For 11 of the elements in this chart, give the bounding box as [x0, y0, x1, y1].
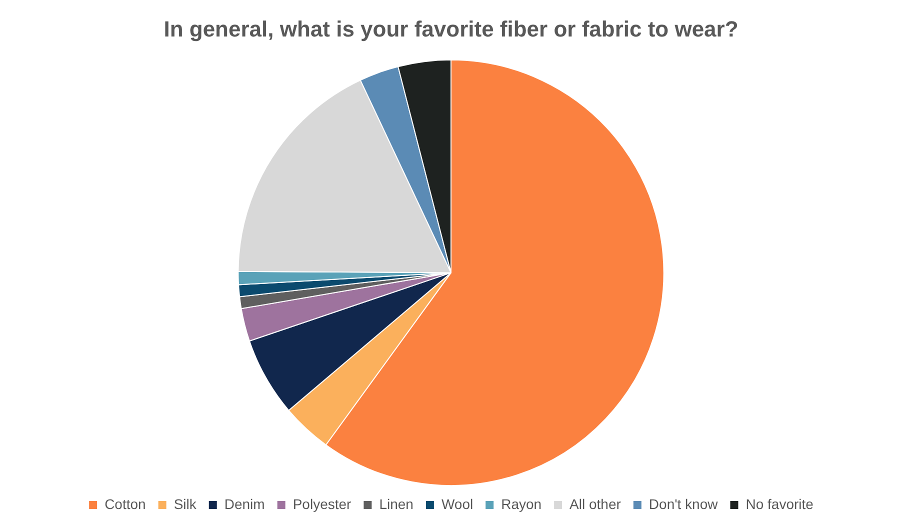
legend-label: Wool — [441, 496, 474, 512]
legend-label: Don't know — [648, 496, 719, 512]
legend-label: Cotton — [104, 496, 146, 512]
chart-title: In general, what is your favorite fiber or fabric to wear? — [164, 16, 738, 42]
legend-label: No favorite — [746, 496, 814, 512]
legend-label: Polyester — [292, 496, 352, 512]
legend-label: Linen — [379, 496, 414, 512]
legend-label: All other — [570, 496, 622, 512]
legend-label: Denim — [224, 496, 265, 512]
legend-label: Rayon — [501, 496, 542, 512]
legend-label: Silk — [174, 496, 198, 512]
